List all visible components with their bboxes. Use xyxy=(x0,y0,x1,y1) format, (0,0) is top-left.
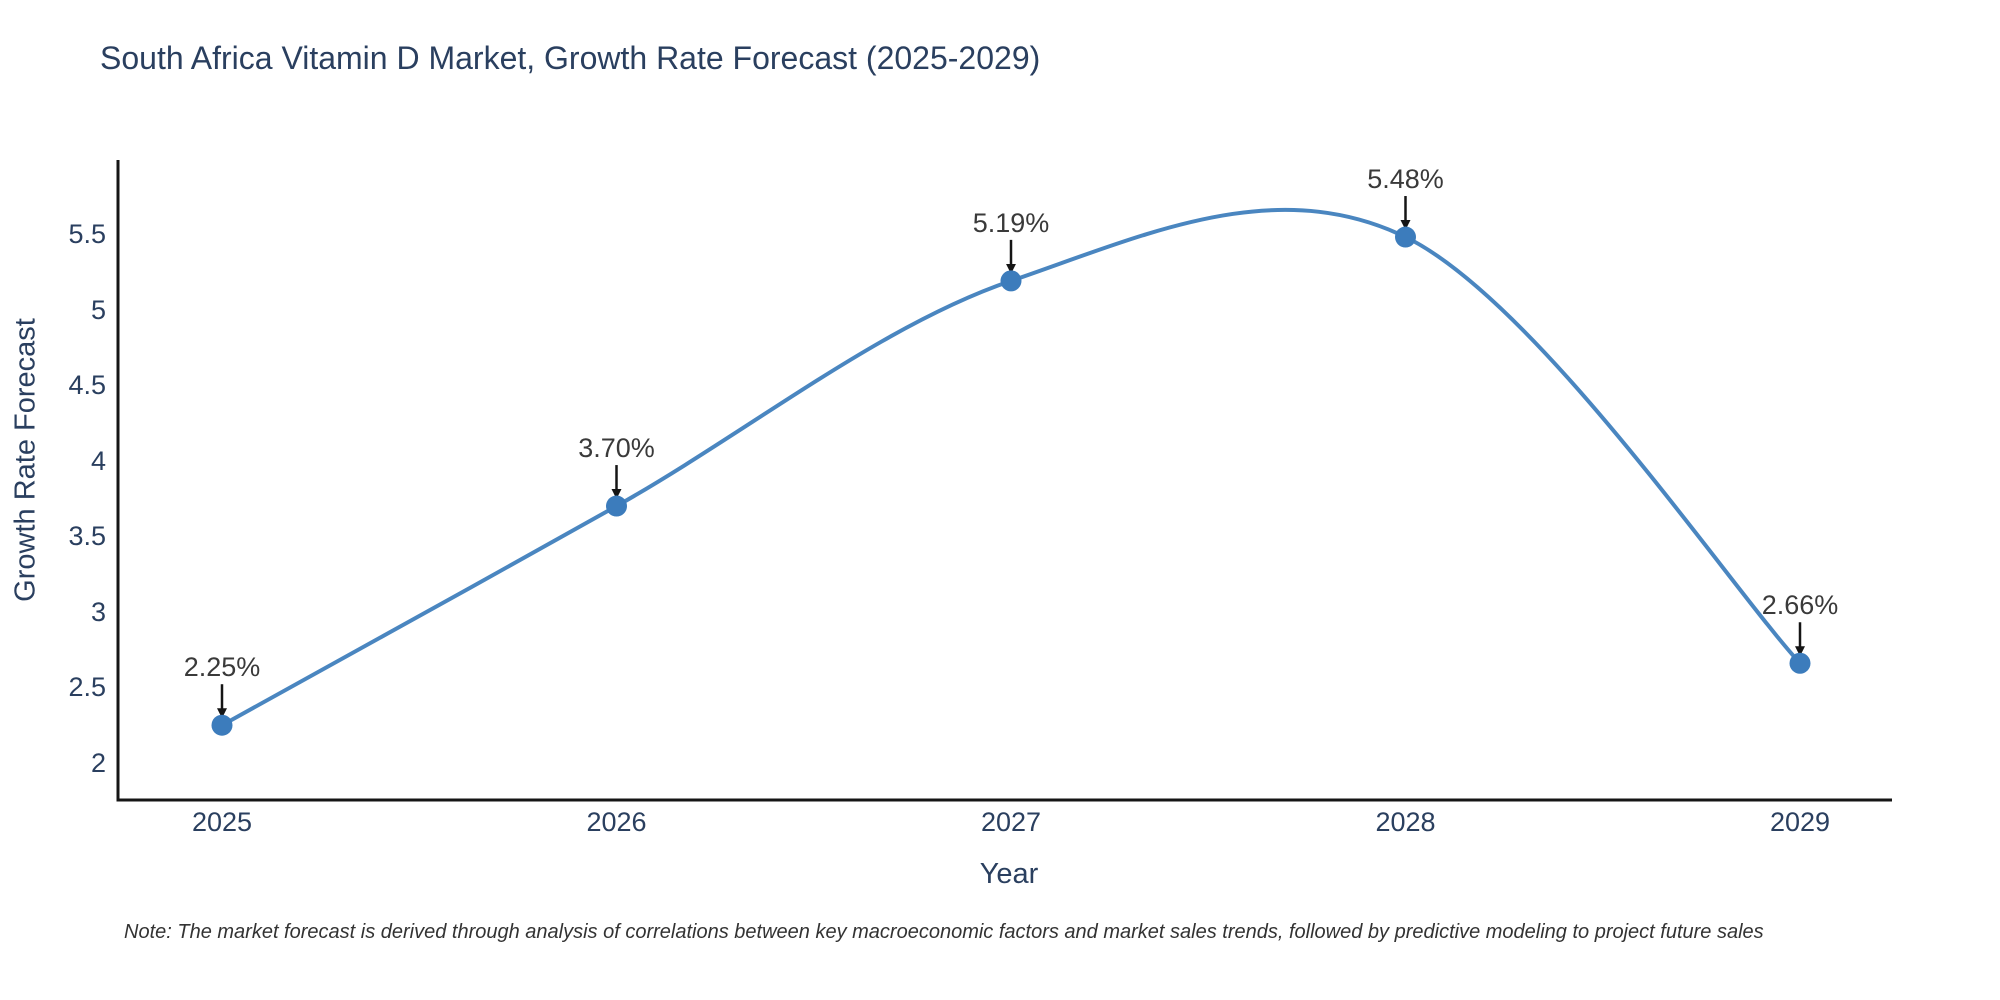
data-point-2028 xyxy=(1395,226,1416,248)
data-point-2029 xyxy=(1789,652,1811,674)
y-tick-2: 2 xyxy=(90,748,106,778)
data-point-markers xyxy=(211,226,1811,736)
y-tick-3.5: 3.5 xyxy=(68,521,106,552)
x-tick-2026: 2026 xyxy=(586,807,647,837)
data-point-label-2027: 5.19% xyxy=(972,207,1050,238)
data-point-2026 xyxy=(606,495,627,517)
y-tick-4: 4 xyxy=(90,445,106,476)
y-tick-2.5: 2.5 xyxy=(68,672,106,703)
data-point-2027 xyxy=(1000,270,1022,292)
data-point-label-2025: 2.25% xyxy=(183,652,261,683)
x-tick-2025: 2025 xyxy=(191,807,253,837)
y-tick-3: 3 xyxy=(90,596,106,627)
data-point-label-2028: 5.48% xyxy=(1367,164,1444,195)
data-point-label-2026: 3.70% xyxy=(578,433,655,464)
x-tick-2029: 2029 xyxy=(1769,807,1831,837)
y-tick-5.5: 5.5 xyxy=(68,219,106,249)
y-tick-5: 5 xyxy=(90,294,106,325)
x-axis-title: Year xyxy=(979,858,1039,890)
data-point-2025 xyxy=(211,714,233,736)
x-tick-2027: 2027 xyxy=(980,807,1042,837)
y-tick-4.5: 4.5 xyxy=(68,370,106,401)
chart-title: South Africa Vitamin D Market, Growth Ra… xyxy=(100,40,1041,76)
data-point-label-2029: 2.66% xyxy=(1761,590,1839,621)
x-tick-2028: 2028 xyxy=(1375,807,1436,837)
footnote: Note: The market forecast is derived thr… xyxy=(124,921,1764,943)
annotation-arrows xyxy=(217,196,1805,719)
